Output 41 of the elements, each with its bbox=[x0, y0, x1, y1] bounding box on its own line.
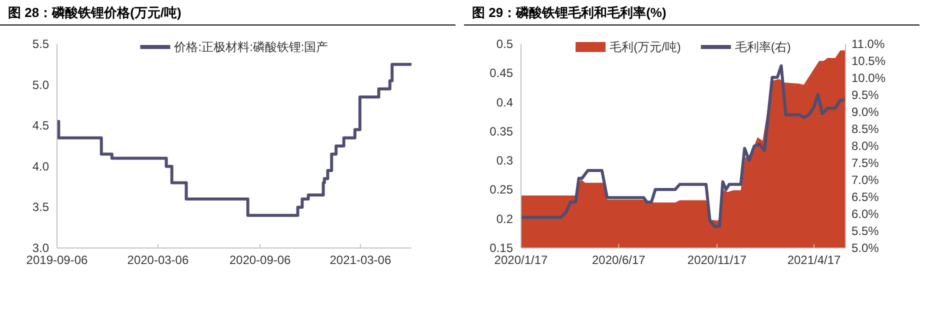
y-tick-label: 0.5 bbox=[496, 37, 513, 51]
legend-label: 价格:正极材料:磷酸铁锂:国产 bbox=[173, 40, 328, 54]
y2-tick-label: 5.5% bbox=[851, 224, 879, 238]
x-tick-label: 2020/1/17 bbox=[494, 253, 548, 267]
y-tick-label: 0.35 bbox=[489, 124, 513, 138]
legend-label: 毛利率(右) bbox=[734, 40, 790, 54]
x-tick-label: 2020-09-06 bbox=[229, 253, 292, 267]
y-tick-label: 5.5 bbox=[32, 37, 50, 51]
y-tick-label: 0.3 bbox=[496, 154, 513, 168]
chart-title: 图 29：磷酸铁锂毛利和毛利率(%) bbox=[472, 5, 666, 20]
x-tick-label: 2020-03-06 bbox=[127, 253, 189, 267]
y-tick-label: 4.0 bbox=[32, 159, 50, 174]
y2-tick-label: 10.0% bbox=[851, 71, 886, 85]
y-tick-label: 0.15 bbox=[489, 241, 513, 255]
y-tick-label: 3.0 bbox=[32, 241, 50, 255]
y2-tick-label: 7.0% bbox=[851, 173, 879, 187]
y-tick-label: 4.5 bbox=[32, 118, 50, 133]
y2-tick-label: 9.5% bbox=[851, 88, 879, 102]
legend-label: 毛利(万元/吨) bbox=[609, 40, 680, 54]
y-tick-label: 5.0 bbox=[32, 78, 50, 92]
y2-tick-label: 5.0% bbox=[851, 241, 879, 255]
y-tick-label: 0.45 bbox=[489, 66, 513, 80]
y-tick-label: 0.25 bbox=[489, 182, 513, 197]
x-tick-label: 2019-09-06 bbox=[26, 253, 88, 267]
line-series bbox=[519, 64, 846, 228]
y2-tick-label: 9.0% bbox=[851, 105, 879, 119]
y2-tick-label: 11.0% bbox=[851, 37, 884, 51]
chart-title: 图 28：磷酸铁锂价格(万元/吨) bbox=[8, 5, 182, 20]
x-tick-label: 2020/6/17 bbox=[591, 253, 646, 267]
y2-tick-label: 6.5% bbox=[851, 190, 879, 204]
y-tick-label: 3.5 bbox=[32, 200, 50, 214]
x-tick-label: 2021-03-06 bbox=[330, 253, 392, 267]
y2-tick-label: 6.0% bbox=[851, 207, 879, 221]
y2-tick-label: 8.0% bbox=[851, 139, 879, 153]
y2-tick-label: 10.5% bbox=[851, 54, 886, 68]
y2-tick-label: 7.5% bbox=[851, 156, 879, 170]
x-tick-label: 2021/4/17 bbox=[786, 253, 841, 267]
y2-tick-label: 8.5% bbox=[851, 122, 879, 136]
y-tick-label: 0.4 bbox=[496, 95, 513, 110]
y-tick-label: 0.2 bbox=[496, 212, 513, 226]
x-tick-label: 2020/11/17 bbox=[686, 253, 746, 267]
